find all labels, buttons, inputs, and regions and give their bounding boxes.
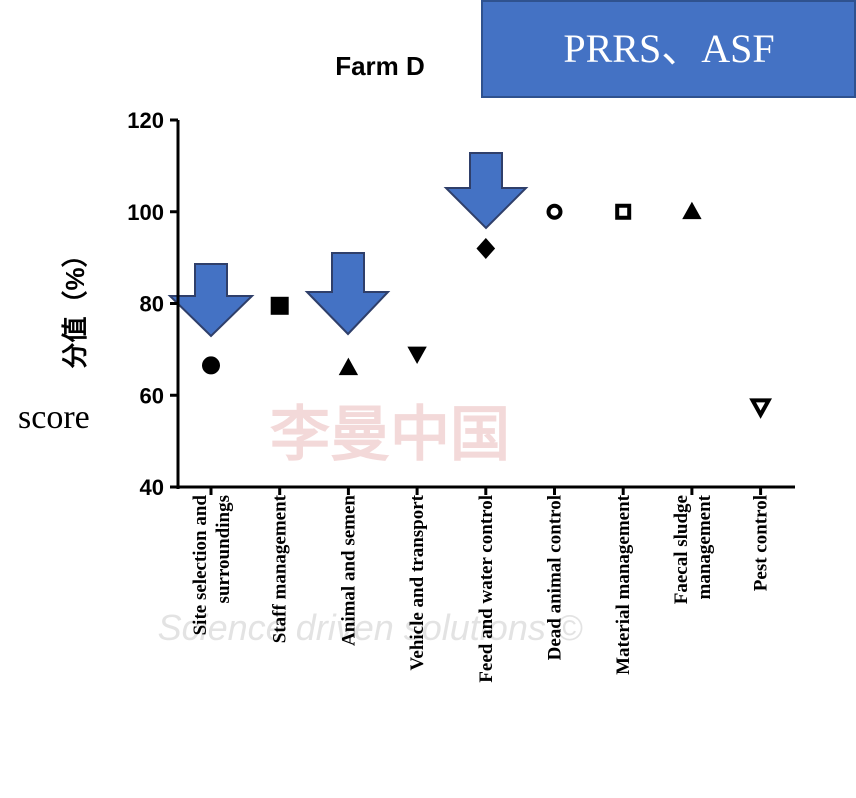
x-tick-label: Dead animal control — [545, 495, 566, 660]
x-tick-label: Animal and semen — [338, 495, 359, 646]
point — [546, 203, 563, 220]
arrow — [443, 152, 529, 230]
y-axis-label: 分值（%） — [60, 241, 90, 368]
watermark-text: 李曼中国 — [270, 402, 510, 468]
label-line: Faecal sludge — [671, 495, 692, 604]
point — [202, 356, 220, 375]
y-tick-label: 80 — [140, 292, 164, 317]
label-line: Feed and water control — [476, 495, 497, 683]
x-tick-label: Staff management — [270, 494, 291, 643]
arrows — [167, 152, 529, 338]
label-line: management — [694, 494, 715, 599]
label-line: Animal and semen — [338, 495, 359, 646]
x-tick-label: Pest control — [751, 495, 772, 591]
label-line: Dead animal control — [545, 495, 566, 660]
y-tick-label: 120 — [127, 108, 164, 133]
point — [476, 237, 496, 259]
point — [615, 203, 632, 220]
annotation: score — [18, 399, 90, 436]
watermark-text: Science driven solutions © — [158, 607, 583, 648]
point — [338, 357, 359, 376]
label-line: Staff management — [270, 494, 291, 643]
y-tick-label: 40 — [140, 475, 164, 500]
x-tick-label: Faecal sludge management — [671, 494, 715, 604]
label-line: Pest control — [751, 495, 772, 591]
label-line: surroundings — [213, 495, 234, 603]
x-tick-label: Vehicle and transport — [407, 494, 428, 670]
arrow — [304, 252, 391, 336]
chart-title: Farm D — [335, 51, 425, 81]
point — [407, 346, 427, 365]
label-line: Vehicle and transport — [407, 494, 428, 670]
y-tick-label: 60 — [140, 383, 164, 408]
point — [749, 398, 772, 419]
label-line: Site selection and — [190, 495, 211, 636]
annotation-box — [481, 0, 856, 98]
x-tick-label: Material management — [613, 494, 634, 675]
x-tick-label: Site selection and surroundings — [190, 495, 234, 636]
annotation: PRRS、ASF — [563, 26, 774, 71]
arrow — [167, 263, 255, 338]
point — [682, 201, 702, 220]
label-line: Material management — [613, 494, 634, 675]
point — [270, 296, 289, 315]
y-tick-label: 100 — [127, 200, 164, 225]
x-tick-label: Feed and water control — [476, 495, 497, 683]
